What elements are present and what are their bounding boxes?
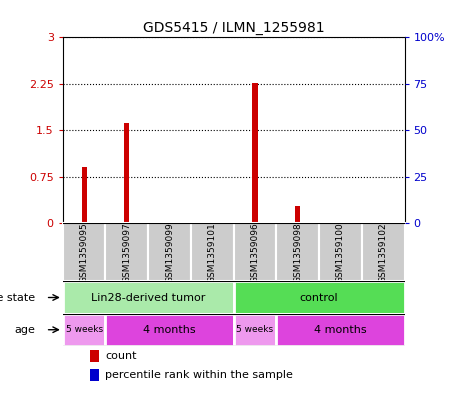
Bar — [148, 223, 191, 281]
Bar — [276, 314, 405, 346]
Bar — [124, 123, 129, 223]
Text: GSM1359100: GSM1359100 — [336, 222, 345, 283]
Text: 4 months: 4 months — [314, 325, 367, 335]
Text: GSM1359101: GSM1359101 — [208, 222, 217, 283]
Bar — [63, 223, 106, 281]
Bar — [252, 83, 258, 223]
Bar — [191, 223, 233, 281]
Bar — [233, 281, 405, 314]
Text: 5 weeks: 5 weeks — [237, 325, 273, 334]
Text: GSM1359095: GSM1359095 — [80, 222, 89, 283]
Text: GSM1359102: GSM1359102 — [379, 222, 388, 283]
Text: count: count — [106, 351, 137, 361]
Bar — [233, 314, 276, 346]
Bar — [63, 281, 233, 314]
Bar — [106, 314, 233, 346]
Bar — [295, 206, 300, 223]
Bar — [276, 223, 319, 281]
Bar — [233, 223, 276, 281]
Bar — [319, 223, 362, 281]
Text: GSM1359098: GSM1359098 — [293, 222, 302, 283]
Text: age: age — [14, 325, 35, 335]
Text: disease state: disease state — [0, 292, 35, 303]
Bar — [90, 369, 99, 381]
Title: GDS5415 / ILMN_1255981: GDS5415 / ILMN_1255981 — [143, 21, 325, 35]
Text: Lin28-derived tumor: Lin28-derived tumor — [91, 292, 206, 303]
Text: GSM1359099: GSM1359099 — [165, 222, 174, 283]
Bar — [106, 223, 148, 281]
Text: 4 months: 4 months — [143, 325, 196, 335]
Bar — [63, 314, 106, 346]
Text: control: control — [300, 292, 339, 303]
Text: percentile rank within the sample: percentile rank within the sample — [106, 370, 293, 380]
Bar — [90, 350, 99, 362]
Bar — [362, 223, 405, 281]
Text: 5 weeks: 5 weeks — [66, 325, 103, 334]
Bar — [81, 167, 86, 223]
Text: GSM1359097: GSM1359097 — [122, 222, 131, 283]
Text: GSM1359096: GSM1359096 — [251, 222, 259, 283]
